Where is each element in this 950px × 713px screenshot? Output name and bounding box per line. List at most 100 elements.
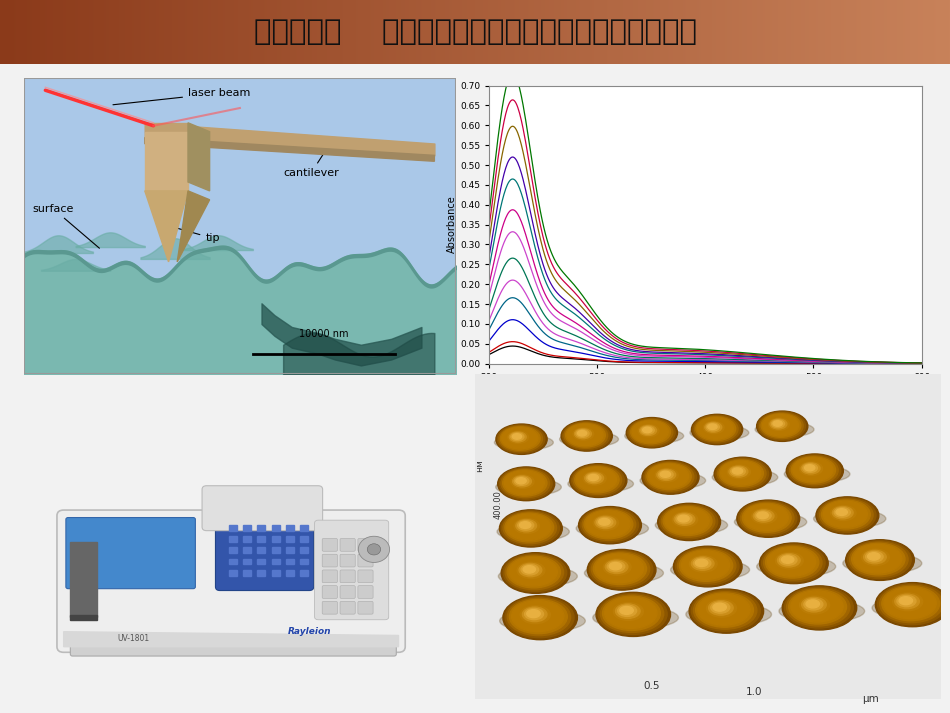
- Ellipse shape: [644, 461, 696, 493]
- Ellipse shape: [692, 590, 760, 631]
- Ellipse shape: [717, 459, 766, 488]
- Ellipse shape: [497, 523, 569, 541]
- Ellipse shape: [669, 510, 703, 530]
- Ellipse shape: [698, 594, 750, 625]
- Ellipse shape: [504, 513, 554, 542]
- FancyBboxPatch shape: [340, 554, 355, 567]
- Ellipse shape: [509, 432, 526, 442]
- Ellipse shape: [742, 503, 791, 532]
- Ellipse shape: [596, 554, 643, 583]
- Ellipse shape: [590, 513, 624, 533]
- Ellipse shape: [893, 593, 922, 610]
- Ellipse shape: [897, 595, 916, 607]
- Ellipse shape: [864, 550, 886, 564]
- Ellipse shape: [888, 590, 929, 615]
- Ellipse shape: [750, 508, 780, 525]
- Ellipse shape: [708, 424, 717, 429]
- Ellipse shape: [498, 467, 555, 501]
- Ellipse shape: [656, 516, 728, 535]
- Ellipse shape: [586, 511, 630, 537]
- Ellipse shape: [524, 608, 543, 620]
- Ellipse shape: [816, 497, 879, 534]
- Ellipse shape: [822, 500, 870, 529]
- Ellipse shape: [522, 607, 547, 622]
- Ellipse shape: [518, 520, 534, 530]
- Ellipse shape: [865, 552, 884, 562]
- Ellipse shape: [694, 416, 738, 442]
- Ellipse shape: [580, 508, 638, 542]
- Polygon shape: [144, 132, 188, 191]
- Ellipse shape: [724, 463, 755, 482]
- Bar: [243, 536, 251, 542]
- Ellipse shape: [516, 520, 537, 532]
- Ellipse shape: [636, 424, 661, 438]
- Ellipse shape: [503, 470, 547, 496]
- Ellipse shape: [740, 502, 794, 534]
- Ellipse shape: [702, 597, 743, 621]
- Ellipse shape: [697, 418, 733, 439]
- Ellipse shape: [779, 600, 865, 622]
- Ellipse shape: [703, 421, 724, 434]
- Ellipse shape: [832, 506, 853, 519]
- Ellipse shape: [797, 595, 833, 616]
- Ellipse shape: [858, 547, 896, 569]
- Ellipse shape: [567, 424, 603, 446]
- Ellipse shape: [607, 599, 654, 627]
- Ellipse shape: [504, 429, 536, 448]
- Bar: [257, 559, 265, 565]
- Ellipse shape: [618, 605, 636, 617]
- Ellipse shape: [499, 566, 578, 586]
- Ellipse shape: [715, 458, 769, 489]
- Ellipse shape: [756, 411, 808, 441]
- Bar: [257, 536, 265, 542]
- FancyBboxPatch shape: [322, 538, 337, 551]
- Ellipse shape: [659, 504, 717, 539]
- Ellipse shape: [780, 555, 797, 565]
- Ellipse shape: [596, 593, 671, 637]
- Text: laser beam: laser beam: [113, 88, 251, 105]
- Bar: [300, 548, 309, 553]
- Bar: [229, 559, 237, 565]
- Ellipse shape: [562, 421, 610, 450]
- Ellipse shape: [667, 509, 706, 532]
- Ellipse shape: [791, 457, 836, 483]
- FancyBboxPatch shape: [57, 510, 406, 652]
- FancyBboxPatch shape: [340, 570, 355, 583]
- Ellipse shape: [769, 418, 789, 431]
- Ellipse shape: [518, 605, 554, 626]
- Ellipse shape: [782, 586, 857, 630]
- Bar: [286, 536, 294, 542]
- Ellipse shape: [702, 421, 727, 435]
- Bar: [243, 559, 251, 565]
- Ellipse shape: [862, 549, 889, 565]
- Ellipse shape: [564, 423, 608, 448]
- Ellipse shape: [878, 584, 946, 625]
- Circle shape: [368, 544, 381, 555]
- Ellipse shape: [517, 562, 545, 578]
- Ellipse shape: [498, 425, 544, 453]
- Text: 0.5: 0.5: [644, 681, 660, 691]
- Bar: [272, 536, 279, 542]
- Ellipse shape: [753, 510, 774, 522]
- Ellipse shape: [593, 607, 678, 629]
- Ellipse shape: [773, 421, 782, 426]
- Polygon shape: [178, 191, 210, 262]
- Ellipse shape: [726, 464, 753, 481]
- Text: cantilever: cantilever: [283, 152, 339, 178]
- Ellipse shape: [766, 546, 819, 578]
- Ellipse shape: [579, 468, 614, 490]
- Ellipse shape: [700, 595, 747, 623]
- Ellipse shape: [739, 501, 797, 535]
- Ellipse shape: [657, 503, 720, 540]
- FancyBboxPatch shape: [66, 518, 196, 589]
- Ellipse shape: [591, 552, 650, 586]
- Ellipse shape: [793, 593, 840, 620]
- Ellipse shape: [787, 588, 850, 626]
- FancyBboxPatch shape: [322, 570, 337, 583]
- Ellipse shape: [514, 518, 540, 533]
- Ellipse shape: [694, 558, 711, 568]
- Polygon shape: [188, 123, 210, 191]
- Ellipse shape: [795, 593, 836, 618]
- FancyBboxPatch shape: [202, 486, 323, 530]
- Ellipse shape: [804, 599, 823, 610]
